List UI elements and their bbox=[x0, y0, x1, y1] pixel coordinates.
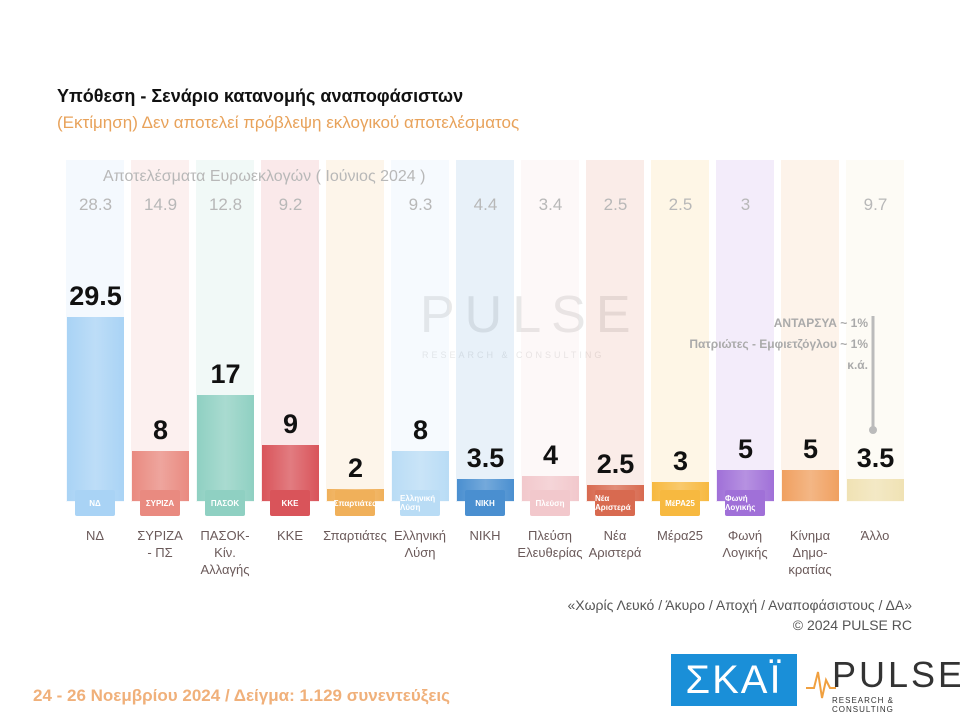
euro-result-value: 14.9 bbox=[143, 195, 178, 214]
euro-result-value: 28.3 bbox=[78, 195, 113, 214]
euro-results-label: Αποτελέσματα Ευρωεκλογών ( Ιούνιος 2024 … bbox=[103, 168, 426, 185]
x-tick-label: Πλεύση Ελευθερίας bbox=[517, 528, 583, 560]
euro-result-value: 3 bbox=[740, 195, 751, 214]
column-background bbox=[521, 160, 579, 502]
party-logo-icon: Φωνή Λογικής bbox=[725, 490, 765, 516]
x-tick-label: ΝΔ bbox=[85, 528, 105, 543]
skai-logo-text: ΣΚΑΪ bbox=[685, 657, 783, 702]
data-label: 4 bbox=[542, 440, 559, 471]
chart-title: Υπόθεση - Σενάριο κατανομής αναποφάσιστω… bbox=[57, 86, 464, 106]
pulse-logo-text: PULSE bbox=[832, 654, 960, 695]
other-note-antarsya: ΑΝΤΑΡΣΥΑ ~ 1% bbox=[773, 316, 868, 330]
party-logo-icon: ΣΥΡΙΖΑ bbox=[140, 490, 180, 516]
survey-date-sample: 24 - 26 Νοεμβρίου 2024 / Δείγμα: 1.129 σ… bbox=[33, 686, 450, 705]
column-background bbox=[846, 160, 904, 502]
data-label: 29.5 bbox=[69, 281, 122, 311]
party-logo-icon: ΝΙΚΗ bbox=[465, 490, 505, 516]
party-logo-icon: ΜέΡΑ25 bbox=[660, 490, 700, 516]
column-background bbox=[716, 160, 774, 502]
euro-result-value: 9.2 bbox=[278, 195, 303, 214]
data-label: 3 bbox=[672, 446, 689, 477]
x-tick-label: Νέα Αριστερά bbox=[588, 528, 642, 560]
pulse-logo: PULSE RESEARCH & CONSULTING bbox=[806, 654, 960, 714]
x-tick-label: Φωνή Λογικής bbox=[722, 528, 768, 560]
column-background bbox=[781, 160, 839, 502]
column-background bbox=[391, 160, 449, 502]
exclusion-note: «Χωρίς Λευκό / Άκυρο / Αποχή / Αναποφάσι… bbox=[567, 597, 912, 613]
party-logo-icon: ΚΚΕ bbox=[270, 490, 310, 516]
party-logo-icon: Πλεύση bbox=[530, 490, 570, 516]
x-tick-label: Σπαρτιάτες bbox=[323, 528, 387, 543]
bar bbox=[782, 469, 839, 501]
data-label: 8 bbox=[412, 415, 429, 446]
other-note-ka: κ.ά. bbox=[847, 358, 868, 372]
data-label: 17 bbox=[210, 358, 241, 389]
euro-result-value: 9.3 bbox=[408, 195, 433, 214]
pulse-wave-icon bbox=[806, 671, 836, 699]
euro-result-value: 12.8 bbox=[208, 195, 243, 214]
data-label: 2 bbox=[347, 452, 364, 483]
x-tick-label: ΝΙΚΗ bbox=[469, 528, 501, 543]
x-tick-label: ΠΑΣΟΚ-Κίν. Αλλαγής bbox=[200, 528, 250, 577]
skai-logo: ΣΚΑΪ bbox=[671, 654, 797, 706]
chart-subtitle: (Εκτίμηση) Δεν αποτελεί πρόβλεψη εκλογικ… bbox=[57, 113, 520, 132]
data-label: 2.5 bbox=[596, 449, 635, 480]
data-label: 8 bbox=[152, 415, 169, 446]
euro-result-value: 9.7 bbox=[863, 195, 888, 214]
column-background bbox=[456, 160, 514, 502]
x-tick-label: Ελληνική Λύση bbox=[393, 528, 447, 560]
euro-result-value: 3.4 bbox=[538, 195, 563, 214]
other-note-patriotes: Πατριώτες - Εμφιετζόγλου ~ 1% bbox=[689, 337, 868, 351]
x-tick-label: ΣΥΡΙΖΑ - ΠΣ bbox=[137, 528, 183, 560]
pulse-logo-sub: RESEARCH & CONSULTING bbox=[832, 696, 895, 714]
euro-result-value: 2.5 bbox=[668, 195, 693, 214]
party-logo-icon: Ελληνική Λύση bbox=[400, 490, 440, 516]
party-logo-icon: Νέα Αριστερά bbox=[595, 490, 635, 516]
x-tick-label: Μέρα25 bbox=[657, 528, 703, 543]
column-background bbox=[131, 160, 189, 502]
data-label: 5 bbox=[737, 433, 754, 464]
euro-result-value: 4.4 bbox=[473, 195, 498, 214]
bar bbox=[67, 317, 124, 501]
data-label: 3.5 bbox=[856, 443, 895, 474]
column-background bbox=[326, 160, 384, 502]
pulse-watermark: PULSE bbox=[420, 286, 641, 344]
data-label: 5 bbox=[802, 433, 819, 464]
other-connector-line bbox=[869, 316, 877, 434]
data-label: 9 bbox=[282, 408, 299, 439]
column-background bbox=[651, 160, 709, 502]
bar bbox=[847, 479, 904, 501]
x-tick-label: Κίνημα Δημο- κρατίας bbox=[788, 528, 832, 577]
copyright: © 2024 PULSE RC bbox=[792, 617, 912, 633]
party-logo-icon: Σπαρτιάτες bbox=[334, 490, 376, 516]
euro-result-value: 2.5 bbox=[603, 195, 628, 214]
x-tick-label: ΚΚΕ bbox=[276, 528, 303, 543]
pulse-watermark-sub: RESEARCH & CONSULTING bbox=[422, 350, 605, 360]
x-tick-label: Άλλο bbox=[860, 528, 890, 543]
data-label: 3.5 bbox=[466, 443, 505, 474]
party-logo-icon: ΝΔ bbox=[75, 490, 115, 516]
party-logo-icon: ΠΑΣΟΚ bbox=[205, 490, 245, 516]
column-background bbox=[586, 160, 644, 502]
bar bbox=[197, 394, 254, 501]
